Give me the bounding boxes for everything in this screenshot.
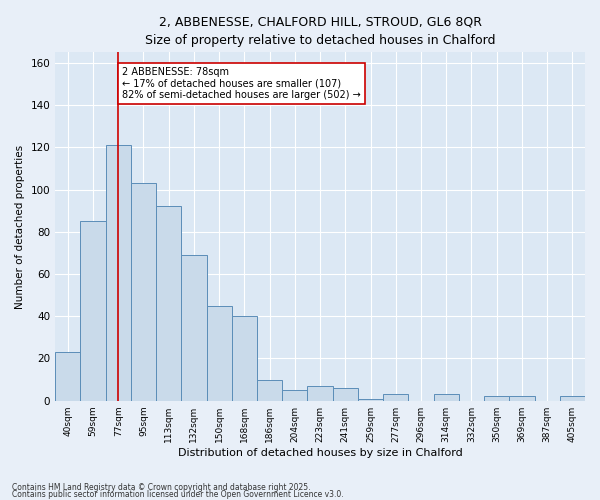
- Bar: [358, 398, 383, 400]
- Bar: [80, 221, 106, 400]
- Bar: [282, 390, 307, 400]
- Y-axis label: Number of detached properties: Number of detached properties: [15, 144, 25, 308]
- Bar: [131, 183, 156, 400]
- Bar: [55, 352, 80, 401]
- Bar: [434, 394, 459, 400]
- Bar: [106, 145, 131, 401]
- Bar: [181, 255, 206, 400]
- Bar: [156, 206, 181, 400]
- Bar: [383, 394, 409, 400]
- Text: Contains HM Land Registry data © Crown copyright and database right 2025.: Contains HM Land Registry data © Crown c…: [12, 484, 311, 492]
- Bar: [307, 386, 332, 400]
- X-axis label: Distribution of detached houses by size in Chalford: Distribution of detached houses by size …: [178, 448, 463, 458]
- Bar: [206, 306, 232, 400]
- Text: Contains public sector information licensed under the Open Government Licence v3: Contains public sector information licen…: [12, 490, 344, 499]
- Text: 2 ABBENESSE: 78sqm
← 17% of detached houses are smaller (107)
82% of semi-detach: 2 ABBENESSE: 78sqm ← 17% of detached hou…: [122, 67, 361, 100]
- Bar: [484, 396, 509, 400]
- Title: 2, ABBENESSE, CHALFORD HILL, STROUD, GL6 8QR
Size of property relative to detach: 2, ABBENESSE, CHALFORD HILL, STROUD, GL6…: [145, 15, 496, 47]
- Bar: [560, 396, 585, 400]
- Bar: [332, 388, 358, 400]
- Bar: [232, 316, 257, 400]
- Bar: [257, 380, 282, 400]
- Bar: [509, 396, 535, 400]
